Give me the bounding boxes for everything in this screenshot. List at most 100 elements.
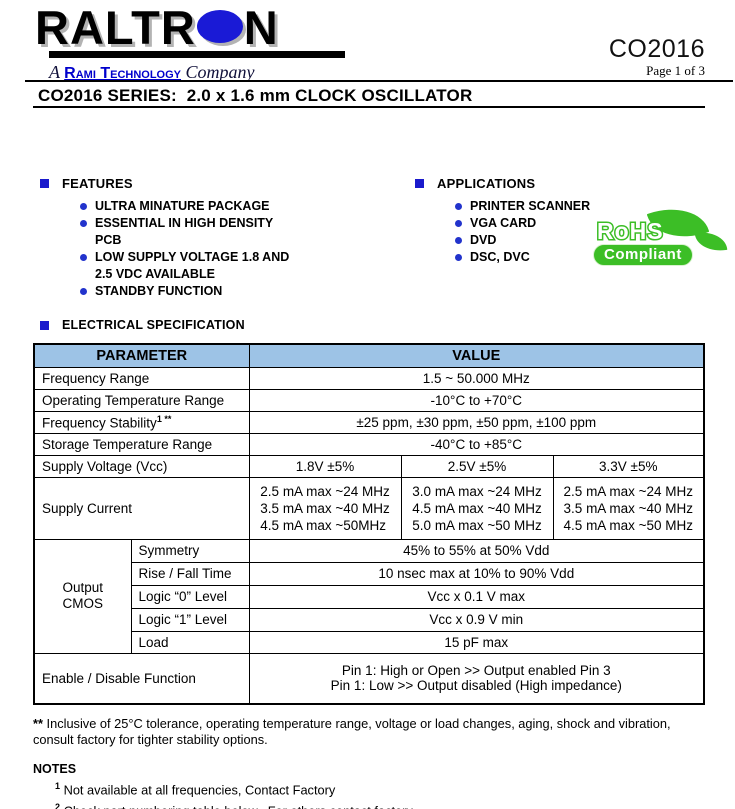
features-list: ULTRA MINATURE PACKAGE ESSENTIAL IN HIGH…	[40, 198, 400, 300]
bullet-icon	[80, 220, 87, 227]
value-cell: 1.8V ±5%	[248, 454, 402, 478]
subparam-cell: Logic “1” Level	[130, 607, 250, 632]
leaf-icon	[694, 229, 728, 254]
list-item: VGA CARD	[415, 215, 615, 232]
subparam-cell: Rise / Fall Time	[130, 561, 250, 586]
electrical-spec-table: PARAMETER VALUE Frequency Range 1.5 ~ 50…	[33, 343, 706, 705]
part-number: CO2016	[608, 35, 705, 63]
feature-text: LOW SUPPLY VOLTAGE 1.8 AND 2.5 VDC AVAIL…	[95, 250, 290, 281]
table-row: Output CMOS Symmetry 45% to 55% at 50% V…	[33, 538, 705, 654]
value-line: 5.0 mA max ~50 MHz	[412, 517, 542, 533]
table-row: Rise / Fall Time 10 nsec max at 10% to 9…	[34, 561, 705, 586]
subparam-cell: Logic “0” Level	[130, 584, 250, 609]
param-cell: Frequency Stability1 **	[33, 410, 250, 434]
subparam-cell: Symmetry	[130, 538, 250, 563]
bullet-icon	[455, 203, 462, 210]
note-number: 1	[55, 781, 61, 791]
table-header-row: PARAMETER VALUE	[33, 343, 705, 368]
feature-text: ESSENTIAL IN HIGH DENSITY PCB	[95, 216, 274, 247]
note-number: 2	[55, 802, 61, 809]
param-cell: Supply Current	[33, 476, 250, 540]
table-row: Supply Voltage (Vcc) 1.8V ±5% 2.5V ±5% 3…	[33, 454, 705, 478]
table-row: Frequency Range 1.5 ~ 50.000 MHz	[33, 366, 705, 390]
value-cell: -10°C to +70°C	[248, 388, 705, 412]
document-id-block: CO2016 Page 1 of 3	[609, 36, 705, 79]
table-row: Frequency Stability1 ** ±25 ppm, ±30 ppm…	[33, 410, 705, 434]
value-line: 4.5 mA max ~50 MHz	[563, 517, 693, 533]
param-group-cell: Output CMOS	[33, 538, 132, 654]
company-tagline: A Rami Technology Company	[49, 62, 345, 83]
footnote-marker: **	[33, 716, 43, 731]
note-text: Check part numbering table below. For ot…	[60, 804, 416, 809]
bullet-icon	[455, 237, 462, 244]
bullet-icon	[80, 254, 87, 261]
section-square-icon	[415, 179, 424, 188]
value-line: 4.5 mA max ~50MHz	[260, 517, 386, 533]
page-indicator: Page 1 of 3	[646, 63, 705, 78]
features-heading: FEATURES	[40, 176, 400, 191]
feature-text: STANDBY FUNCTION	[95, 284, 223, 298]
list-item: ESSENTIAL IN HIGH DENSITY PCB	[40, 215, 300, 249]
value-line: 3.5 mA max ~40 MHz	[260, 500, 390, 516]
applications-heading: APPLICATIONS	[415, 176, 615, 191]
logo-text-right: N	[243, 1, 279, 54]
table-row: Logic “1” Level Vcc x 0.9 V min	[34, 607, 705, 632]
list-item: DSC, DVC	[415, 249, 615, 266]
section-square-icon	[40, 179, 49, 188]
bullet-icon	[80, 203, 87, 210]
list-item: LOW SUPPLY VOLTAGE 1.8 AND 2.5 VDC AVAIL…	[40, 249, 300, 283]
application-text: VGA CARD	[470, 216, 537, 230]
rohs-compliant-badge: RoHS Compliant	[593, 197, 733, 275]
note-item: 2 Check part numbering table below. For …	[55, 799, 711, 809]
tagline-brand-link[interactable]: Rami Technology	[64, 65, 182, 82]
applications-section: APPLICATIONS PRINTER SCANNER VGA CARD DV…	[415, 176, 615, 266]
rohs-compliant-pill: Compliant	[593, 244, 693, 266]
table-row: Storage Temperature Range -40°C to +85°C	[33, 432, 705, 456]
value-cell: Pin 1: High or Open >> Output enabled Pi…	[248, 652, 705, 705]
tagline-suffix: Company	[185, 62, 255, 82]
rohs-word-text: RoHS	[597, 218, 664, 244]
value-cell: 2.5V ±5%	[400, 454, 554, 478]
note-text: Not available at all frequencies, Contac…	[60, 782, 336, 798]
footnote-text: Inclusive of 25°C tolerance, operating t…	[33, 716, 671, 747]
column-header-parameter: PARAMETER	[33, 343, 250, 368]
value-line: Pin 1: Low >> Output disabled (High impe…	[330, 678, 622, 694]
value-cell: 2.5 mA max ~24 MHz 3.5 mA max ~40 MHz 4.…	[552, 476, 705, 540]
param-cell: Supply Voltage (Vcc)	[33, 454, 250, 478]
features-heading-label: FEATURES	[62, 176, 133, 191]
value-cell: Vcc x 0.1 V max	[248, 584, 705, 609]
value-line: 2.5 mA max ~24 MHz	[563, 483, 693, 499]
footnote-ref: 1 **	[156, 413, 172, 424]
applications-list: PRINTER SCANNER VGA CARD DVD DSC, DVC	[415, 198, 615, 266]
note-item: 1 Not available at all frequencies, Cont…	[55, 778, 711, 798]
table-row: Enable / Disable Function Pin 1: High or…	[33, 652, 705, 705]
value-line: Pin 1: High or Open >> Output enabled Pi…	[341, 663, 611, 679]
rohs-outline-text: RoHS	[596, 217, 665, 245]
application-text: DSC, DVC	[470, 250, 530, 264]
list-item: ULTRA MINATURE PACKAGE	[40, 198, 300, 215]
notes-heading: NOTES	[33, 762, 77, 776]
param-cell: Storage Temperature Range	[33, 432, 250, 456]
table-row: Logic “0” Level Vcc x 0.1 V max	[34, 584, 705, 609]
value-line: 3.5 mA max ~40 MHz	[563, 500, 693, 516]
logo-o-ellipse-icon	[196, 10, 243, 43]
application-text: DVD	[470, 233, 497, 247]
value-cell: 3.0 mA max ~24 MHz 4.5 mA max ~40 MHz 5.…	[400, 476, 554, 540]
value-cell: Vcc x 0.9 V min	[248, 607, 705, 632]
value-line: 3.0 mA max ~24 MHz	[412, 483, 542, 499]
value-cell: 3.3V ±5%	[552, 454, 705, 478]
title-divider	[33, 106, 705, 108]
table-row: Supply Current 2.5 mA max ~24 MHz 3.5 mA…	[33, 476, 705, 540]
value-line: 4.5 mA max ~40 MHz	[412, 500, 542, 516]
application-text: PRINTER SCANNER	[470, 199, 591, 213]
raltron-logo: RALTR N A Rami Technology Company	[35, 4, 345, 83]
value-line: 2.5 mA max ~24 MHz	[260, 483, 390, 499]
applications-heading-label: APPLICATIONS	[437, 176, 536, 191]
bullet-icon	[80, 288, 87, 295]
value-cell: 45% to 55% at 50% Vdd	[248, 538, 705, 563]
electrical-spec-heading-label: ELECTRICAL SPECIFICATION	[62, 318, 245, 332]
logo-underline-bar	[49, 51, 345, 58]
page-title: CO2016 SERIES: 2.0 x 1.6 mm CLOCK OSCILL…	[38, 86, 473, 105]
subparam-cell: Load	[130, 630, 250, 654]
